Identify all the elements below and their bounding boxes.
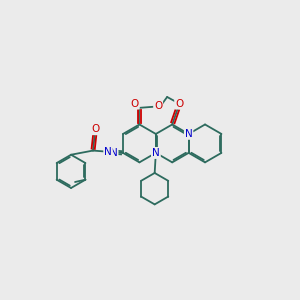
Text: N: N xyxy=(104,147,112,157)
Text: O: O xyxy=(154,100,162,110)
Text: N: N xyxy=(110,148,118,158)
Text: O: O xyxy=(131,99,139,109)
Text: O: O xyxy=(92,124,100,134)
Text: N: N xyxy=(152,148,160,158)
Text: N: N xyxy=(152,148,160,158)
Text: O: O xyxy=(175,99,183,109)
Text: N: N xyxy=(185,129,193,139)
